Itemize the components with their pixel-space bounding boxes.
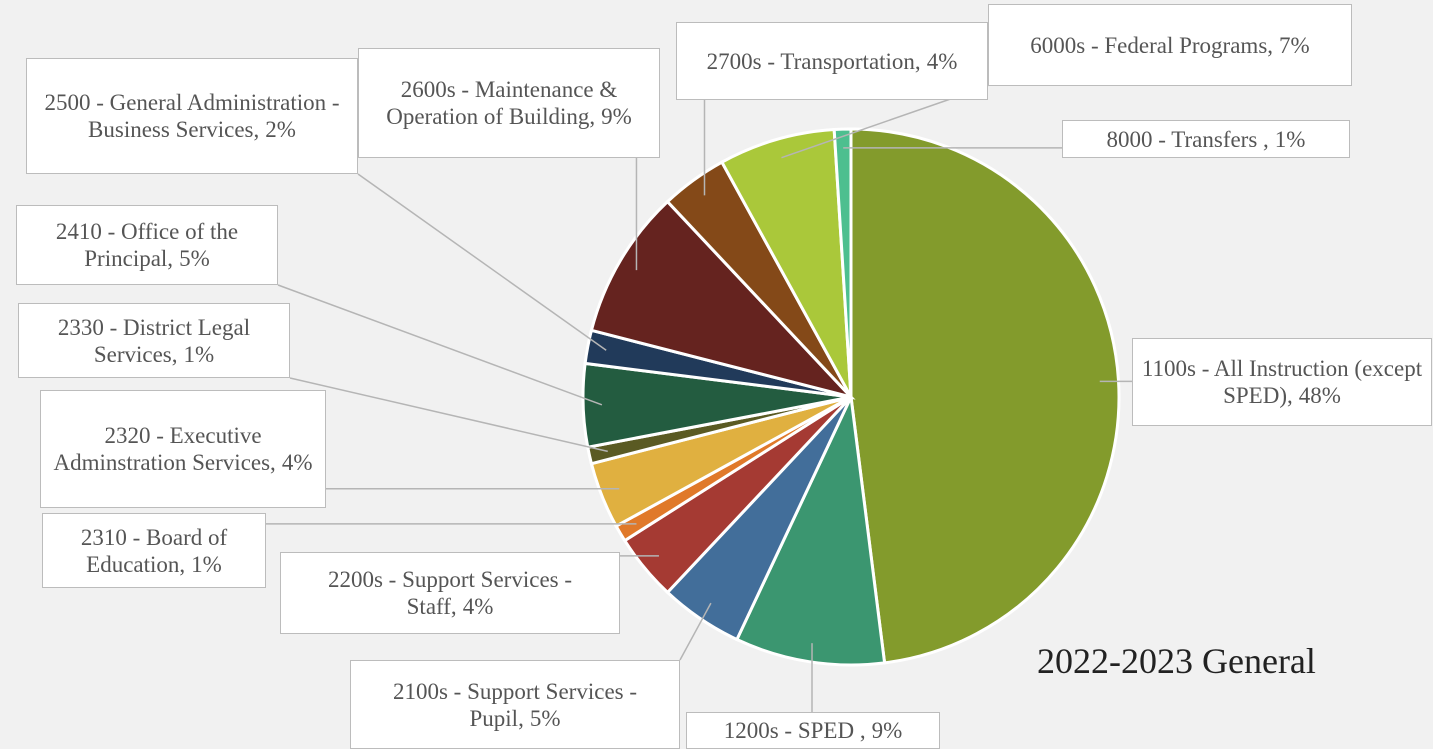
category-name: 8000 - Transfers , bbox=[1106, 126, 1269, 152]
leader-line bbox=[277, 284, 603, 406]
label-text: 2500 - General Administration - Business… bbox=[33, 89, 351, 143]
data-label: 2600s - Maintenance & Operation of Build… bbox=[358, 48, 660, 158]
category-name: 1200s - SPED , bbox=[723, 718, 866, 743]
pie-slice bbox=[849, 127, 1121, 665]
data-label: 8000 - Transfers , 1% bbox=[1062, 120, 1350, 158]
value-label: 5% bbox=[179, 246, 210, 271]
label-text: 2100s - Support Services - Pupil, 5% bbox=[357, 678, 673, 732]
category-name: 2410 - Office of the Principal, bbox=[55, 219, 239, 271]
label-text: 2320 - Executive Adminstration Services,… bbox=[47, 422, 319, 476]
category-name: 2320 - Executive Adminstration Services, bbox=[53, 423, 276, 475]
value-label: 4% bbox=[462, 594, 494, 619]
category-name: 1100s - All Instruction (except SPED), bbox=[1141, 356, 1423, 408]
pie-slice bbox=[734, 391, 887, 667]
category-name: 2500 - General Administration - Business… bbox=[44, 90, 340, 142]
value-label: 5% bbox=[529, 705, 561, 731]
data-label: 2500 - General Administration - Business… bbox=[26, 58, 358, 174]
leader-line bbox=[357, 173, 607, 351]
value-label: 9% bbox=[601, 104, 632, 129]
data-label: 6000s - Federal Programs, 7% bbox=[988, 4, 1352, 86]
category-name: 2600s - Maintenance & Operation of Build… bbox=[386, 77, 618, 129]
label-text: 2600s - Maintenance & Operation of Build… bbox=[365, 76, 653, 130]
data-label: 1100s - All Instruction (except SPED), 48… bbox=[1132, 338, 1432, 426]
data-label: 2310 - Board of Education, 1% bbox=[42, 513, 266, 588]
label-text: 2200s - Support Services - Staff, 4% bbox=[287, 566, 613, 620]
pie-slice bbox=[589, 199, 856, 400]
value-label: 1% bbox=[183, 341, 215, 367]
value-label: 4% bbox=[281, 450, 313, 475]
category-name: 2330 - District Legal Services, bbox=[57, 314, 251, 367]
category-name: 2310 - Board of Education, bbox=[80, 524, 228, 577]
value-label: 7% bbox=[1279, 32, 1310, 58]
data-label: 2410 - Office of the Principal, 5% bbox=[16, 205, 278, 285]
value-label: 4% bbox=[926, 48, 958, 74]
label-text: 2700s - Transportation, 4% bbox=[707, 48, 958, 75]
pie-slice bbox=[719, 127, 853, 398]
label-text: 1100s - All Instruction (except SPED), 48… bbox=[1139, 355, 1425, 409]
category-name: 6000s - Federal Programs, bbox=[1030, 32, 1274, 58]
data-label: 2330 - District Legal Services, 1% bbox=[18, 303, 290, 378]
category-name: 2700s - Transportation, bbox=[706, 48, 921, 74]
label-text: 2310 - Board of Education, 1% bbox=[49, 524, 259, 578]
chart-title: 2022-2023 General bbox=[1037, 641, 1316, 681]
category-name: 2200s - Support Services - Staff, bbox=[327, 567, 573, 619]
data-label: 2700s - Transportation, 4% bbox=[676, 22, 988, 100]
label-text: 2410 - Office of the Principal, 5% bbox=[23, 218, 271, 272]
value-label: 48% bbox=[1298, 383, 1341, 408]
label-text: 8000 - Transfers , 1% bbox=[1107, 126, 1306, 153]
label-text: 2330 - District Legal Services, 1% bbox=[25, 314, 283, 368]
value-label: 1% bbox=[1274, 126, 1306, 152]
leader-line bbox=[289, 377, 608, 453]
data-label: 2320 - Executive Adminstration Services,… bbox=[40, 390, 326, 508]
value-label: 1% bbox=[191, 551, 222, 577]
pie-slice bbox=[832, 127, 853, 398]
value-label: 2% bbox=[265, 117, 296, 142]
label-text: 1200s - SPED , 9% bbox=[724, 717, 903, 744]
value-label: 9% bbox=[871, 718, 903, 743]
data-label: 1200s - SPED , 9% bbox=[686, 712, 940, 749]
label-text: 6000s - Federal Programs, 7% bbox=[1030, 32, 1309, 59]
leader-line bbox=[679, 602, 712, 661]
data-label: 2200s - Support Services - Staff, 4% bbox=[280, 552, 620, 634]
data-label: 2100s - Support Services - Pupil, 5% bbox=[350, 660, 680, 749]
category-name: 2100s - Support Services - Pupil, bbox=[392, 678, 638, 731]
